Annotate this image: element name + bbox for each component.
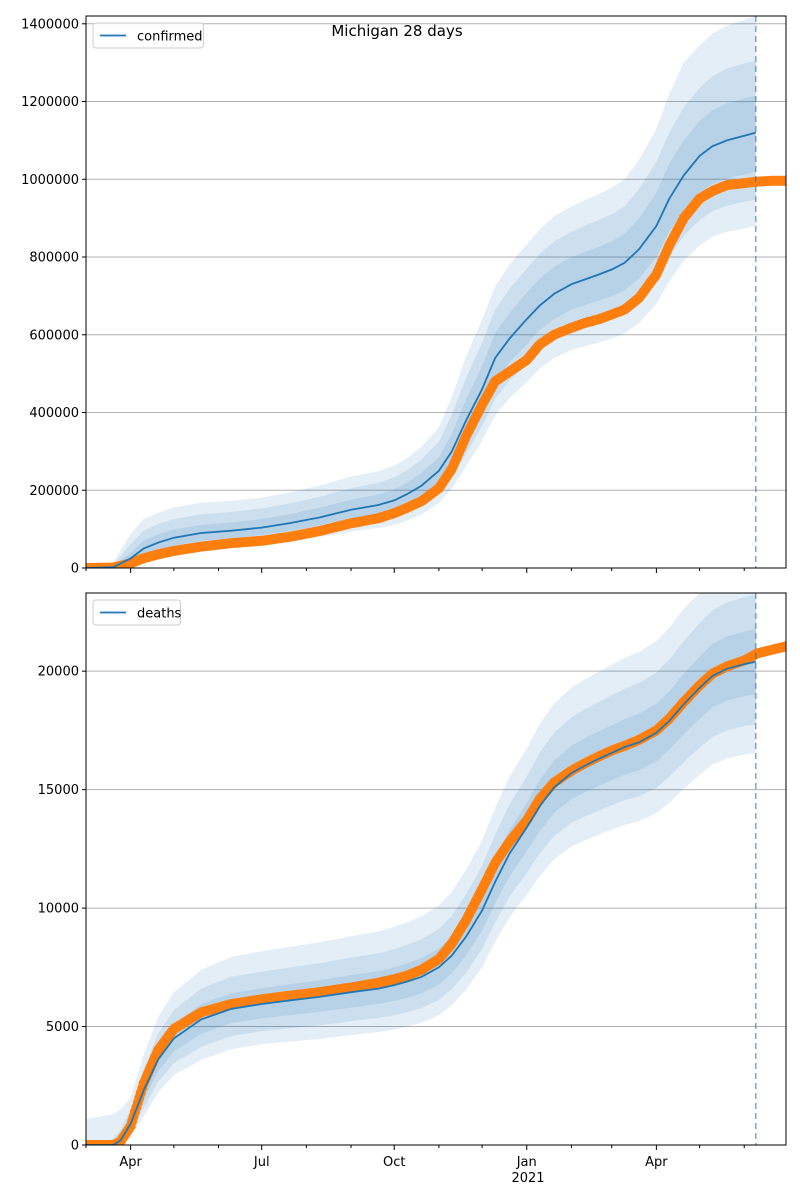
confidence-band-middle [86,594,756,1145]
y-tick-label: 20000 [38,665,79,680]
y-tick-label: 200000 [29,484,79,499]
axes-frame [85,592,787,1146]
x-tick-label: Oct [383,1155,405,1170]
y-tick-label: 800000 [29,251,79,266]
x-tick-label: Jan [516,1155,537,1170]
figure-title: Michigan 28 days [331,22,462,40]
x-tick-label: Apr [119,1155,142,1170]
y-tick-label: 10000 [38,902,79,917]
model-line-deaths [86,660,756,1145]
legend-box [92,599,182,626]
x-tick-label: Jul [253,1155,270,1170]
y-tick-label: 15000 [38,783,79,798]
legend: confirmed [92,22,204,49]
x-tick-label: Apr [645,1155,668,1170]
plot-area [86,16,786,568]
y-tick-label: 0 [71,1139,79,1154]
confidence-band-middle [86,60,756,568]
observed-point [781,175,786,186]
legend-label: deaths [137,607,182,622]
y-tick-label: 1200000 [21,95,79,110]
plot-area [86,593,786,1145]
observed-point [781,641,786,652]
y-tick-label: 1400000 [21,17,79,32]
observed-series [86,175,786,568]
observed-series [86,641,786,1145]
confidence-band-inner [86,95,756,568]
axes-frame [85,15,787,569]
y-tick-label: 1000000 [21,173,79,188]
y-tick-label: 5000 [46,1020,79,1035]
y-tick-label: 400000 [29,406,79,421]
y-tick-label: 600000 [29,328,79,343]
legend-box [92,22,204,49]
confidence-band-outer [86,593,756,1145]
confidence-band-outer [86,16,756,568]
y-tick-label: 0 [71,562,79,577]
deaths-panel: 0 5000 10000 15000 20000 Apr Jul Oct Jan Apr death… [38,592,787,1170]
confirmed-panel: 0 200000 400000 600000 800000 1000000 1200000 1… [21,15,787,577]
model-line-confirmed [86,131,757,568]
x-year-label: 2021 [511,1171,544,1186]
legend-label: confirmed [137,30,203,45]
legend: deaths [92,599,182,626]
